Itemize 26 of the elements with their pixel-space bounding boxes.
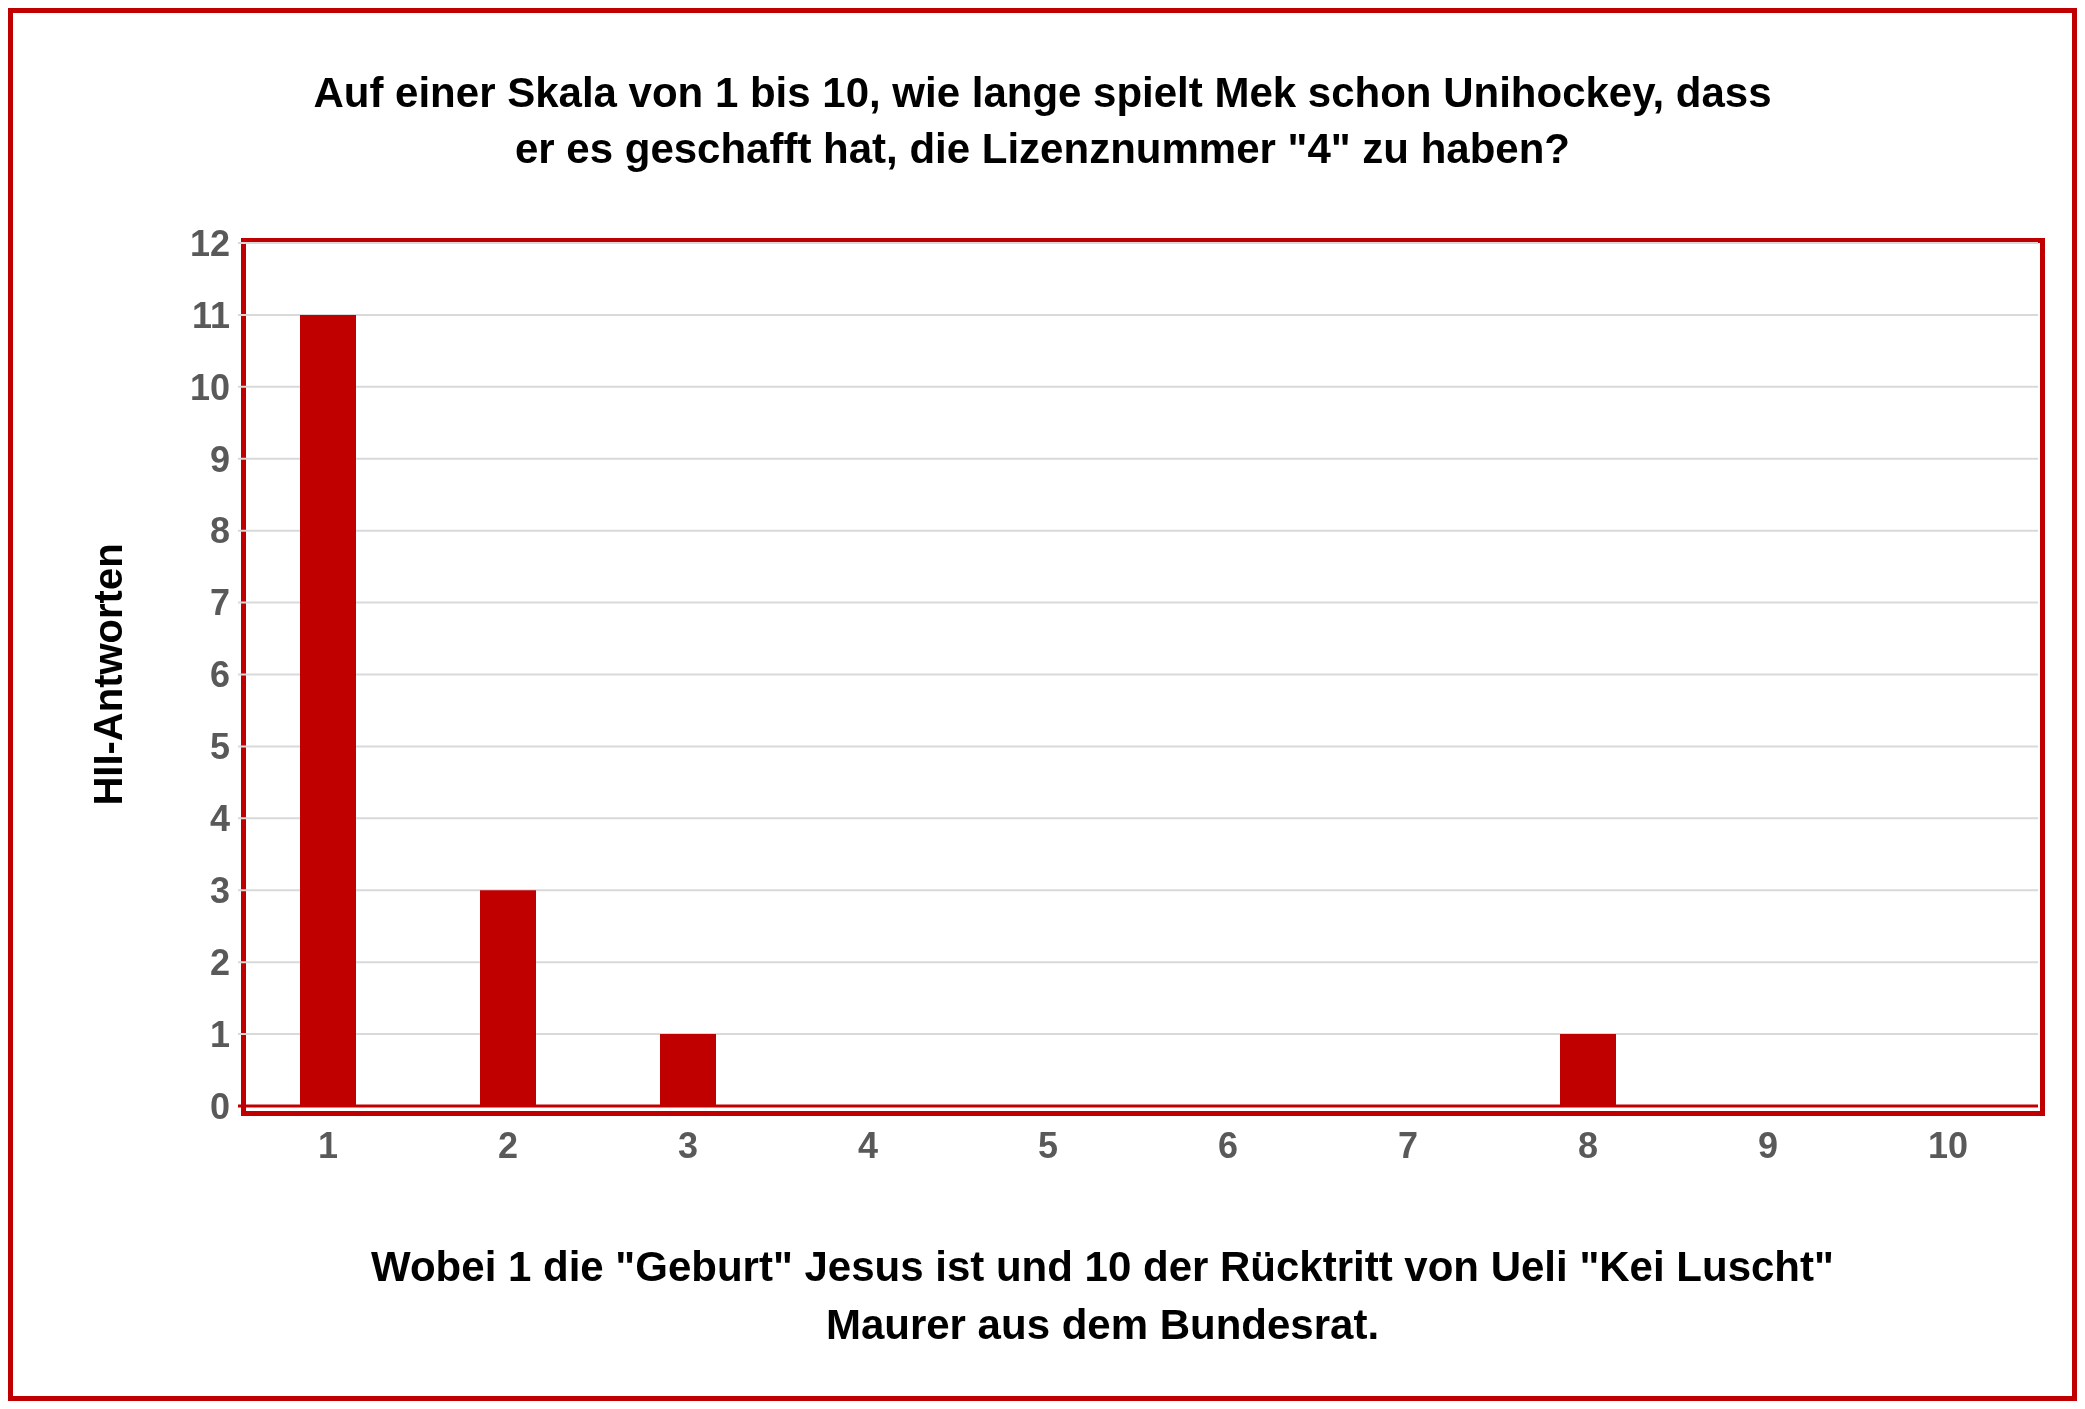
- y-tick-label: 3: [209, 870, 230, 912]
- x-tick-label: 7: [1397, 1124, 1419, 1166]
- x-tick-label: 9: [1757, 1124, 1779, 1166]
- x-tick-label: 8: [1577, 1124, 1599, 1166]
- chart-title: Auf einer Skala von 1 bis 10, wie lange spielt Mek schon Unihockey, dass er es geschafft hat, die Lizenznummer "4" zu haben?: [312, 68, 1773, 174]
- y-tick-label: 6: [209, 654, 230, 696]
- x-tick-label: 4: [857, 1124, 879, 1166]
- y-tick-label: 4: [209, 798, 230, 840]
- y-tick-label: 0: [209, 1085, 230, 1127]
- x-axis-title: Wobei 1 die "Geburt" Jesus ist und 10 der Rücktritt von Ueli "Kei Luscht" Maurer aus dem Bundesrat.: [370, 1242, 1835, 1350]
- y-tick-label: 10: [189, 366, 230, 408]
- y-tick-label: 5: [209, 726, 230, 768]
- x-tick-label: 5: [1037, 1124, 1059, 1166]
- y-tick-label: 2: [209, 941, 230, 983]
- y-axis-title: HII-Antworten: [86, 543, 131, 806]
- x-tick-label: 3: [677, 1124, 699, 1166]
- y-tick-label: 8: [209, 510, 230, 552]
- y-tick-label: 12: [189, 222, 230, 264]
- y-tick-label: 9: [209, 438, 230, 480]
- x-tick-label: 6: [1217, 1124, 1239, 1166]
- x-tick-label: 10: [1927, 1124, 1969, 1166]
- x-tick-label: 1: [317, 1124, 339, 1166]
- y-tick-label: 1: [209, 1013, 230, 1055]
- y-tick-label: 11: [191, 294, 230, 336]
- x-tick-label: 2: [497, 1124, 519, 1166]
- y-tick-label: 7: [209, 582, 230, 624]
